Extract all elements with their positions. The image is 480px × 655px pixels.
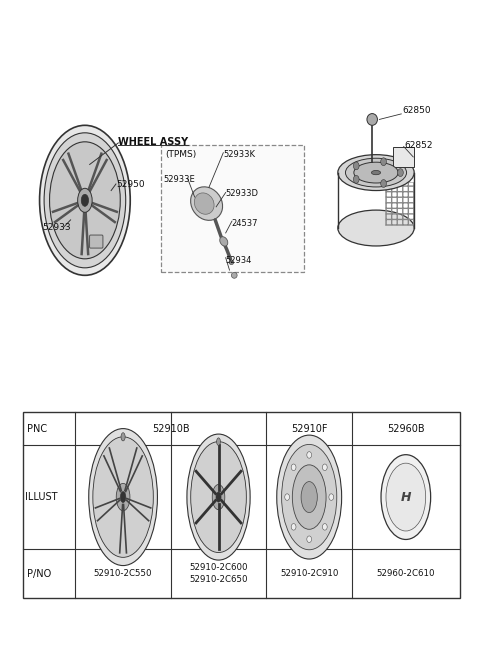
Text: PNC: PNC bbox=[27, 424, 47, 434]
Ellipse shape bbox=[282, 444, 337, 550]
Ellipse shape bbox=[216, 438, 220, 445]
Circle shape bbox=[323, 464, 327, 470]
Ellipse shape bbox=[220, 236, 228, 246]
Ellipse shape bbox=[89, 428, 157, 565]
Text: 52910B: 52910B bbox=[152, 424, 190, 434]
Ellipse shape bbox=[49, 142, 120, 259]
Text: 52910-2C600
52910-2C650: 52910-2C600 52910-2C650 bbox=[189, 563, 248, 584]
Text: 52910-2C910: 52910-2C910 bbox=[280, 569, 338, 578]
Ellipse shape bbox=[120, 492, 126, 502]
Circle shape bbox=[353, 162, 359, 170]
Ellipse shape bbox=[93, 437, 153, 557]
Ellipse shape bbox=[194, 193, 214, 214]
Text: 52960B: 52960B bbox=[387, 424, 425, 434]
Circle shape bbox=[285, 494, 289, 500]
Ellipse shape bbox=[292, 465, 326, 529]
Ellipse shape bbox=[191, 441, 246, 553]
Text: 52950: 52950 bbox=[116, 179, 144, 189]
Ellipse shape bbox=[187, 434, 250, 560]
Ellipse shape bbox=[216, 492, 221, 502]
Text: 52960-2C610: 52960-2C610 bbox=[377, 569, 435, 578]
Ellipse shape bbox=[346, 159, 407, 187]
Circle shape bbox=[381, 179, 386, 187]
Ellipse shape bbox=[44, 133, 126, 268]
Ellipse shape bbox=[121, 433, 125, 441]
Ellipse shape bbox=[354, 162, 398, 183]
Ellipse shape bbox=[338, 210, 414, 246]
Ellipse shape bbox=[191, 187, 223, 220]
Text: 24537: 24537 bbox=[232, 219, 258, 228]
Circle shape bbox=[323, 523, 327, 530]
Ellipse shape bbox=[381, 455, 431, 540]
Ellipse shape bbox=[78, 189, 92, 212]
Ellipse shape bbox=[212, 485, 225, 510]
Ellipse shape bbox=[372, 170, 381, 175]
Text: 52934: 52934 bbox=[226, 256, 252, 265]
Ellipse shape bbox=[338, 155, 414, 191]
Text: 62852: 62852 bbox=[405, 141, 433, 150]
Circle shape bbox=[291, 464, 296, 470]
Ellipse shape bbox=[231, 272, 237, 278]
Bar bbox=[23, 412, 459, 598]
Ellipse shape bbox=[229, 260, 234, 265]
Ellipse shape bbox=[367, 113, 377, 125]
Ellipse shape bbox=[116, 483, 130, 511]
Ellipse shape bbox=[277, 435, 342, 559]
Text: 52933D: 52933D bbox=[226, 189, 259, 198]
Circle shape bbox=[353, 176, 359, 183]
Circle shape bbox=[397, 169, 403, 176]
Text: 52933K: 52933K bbox=[223, 150, 255, 159]
Text: 52910F: 52910F bbox=[291, 424, 327, 434]
Text: WHEEL ASSY: WHEEL ASSY bbox=[118, 137, 189, 147]
Text: (TPMS): (TPMS) bbox=[165, 150, 196, 159]
Text: 62850: 62850 bbox=[402, 106, 431, 115]
Text: 52933: 52933 bbox=[42, 223, 71, 233]
Circle shape bbox=[329, 494, 334, 500]
Circle shape bbox=[307, 536, 312, 542]
FancyBboxPatch shape bbox=[393, 147, 414, 168]
Circle shape bbox=[291, 523, 296, 530]
Ellipse shape bbox=[301, 481, 317, 513]
Bar bbox=[161, 145, 304, 272]
Circle shape bbox=[307, 452, 312, 458]
Text: 52933E: 52933E bbox=[164, 175, 195, 184]
Text: P/NO: P/NO bbox=[27, 569, 51, 579]
Ellipse shape bbox=[81, 195, 88, 206]
Bar bbox=[384, 181, 414, 225]
Text: H: H bbox=[401, 491, 411, 504]
Text: 52910-2C550: 52910-2C550 bbox=[94, 569, 152, 578]
Ellipse shape bbox=[386, 463, 426, 531]
Text: ILLUST: ILLUST bbox=[25, 492, 58, 502]
Ellipse shape bbox=[39, 125, 130, 275]
Circle shape bbox=[381, 158, 386, 166]
FancyBboxPatch shape bbox=[90, 235, 103, 248]
